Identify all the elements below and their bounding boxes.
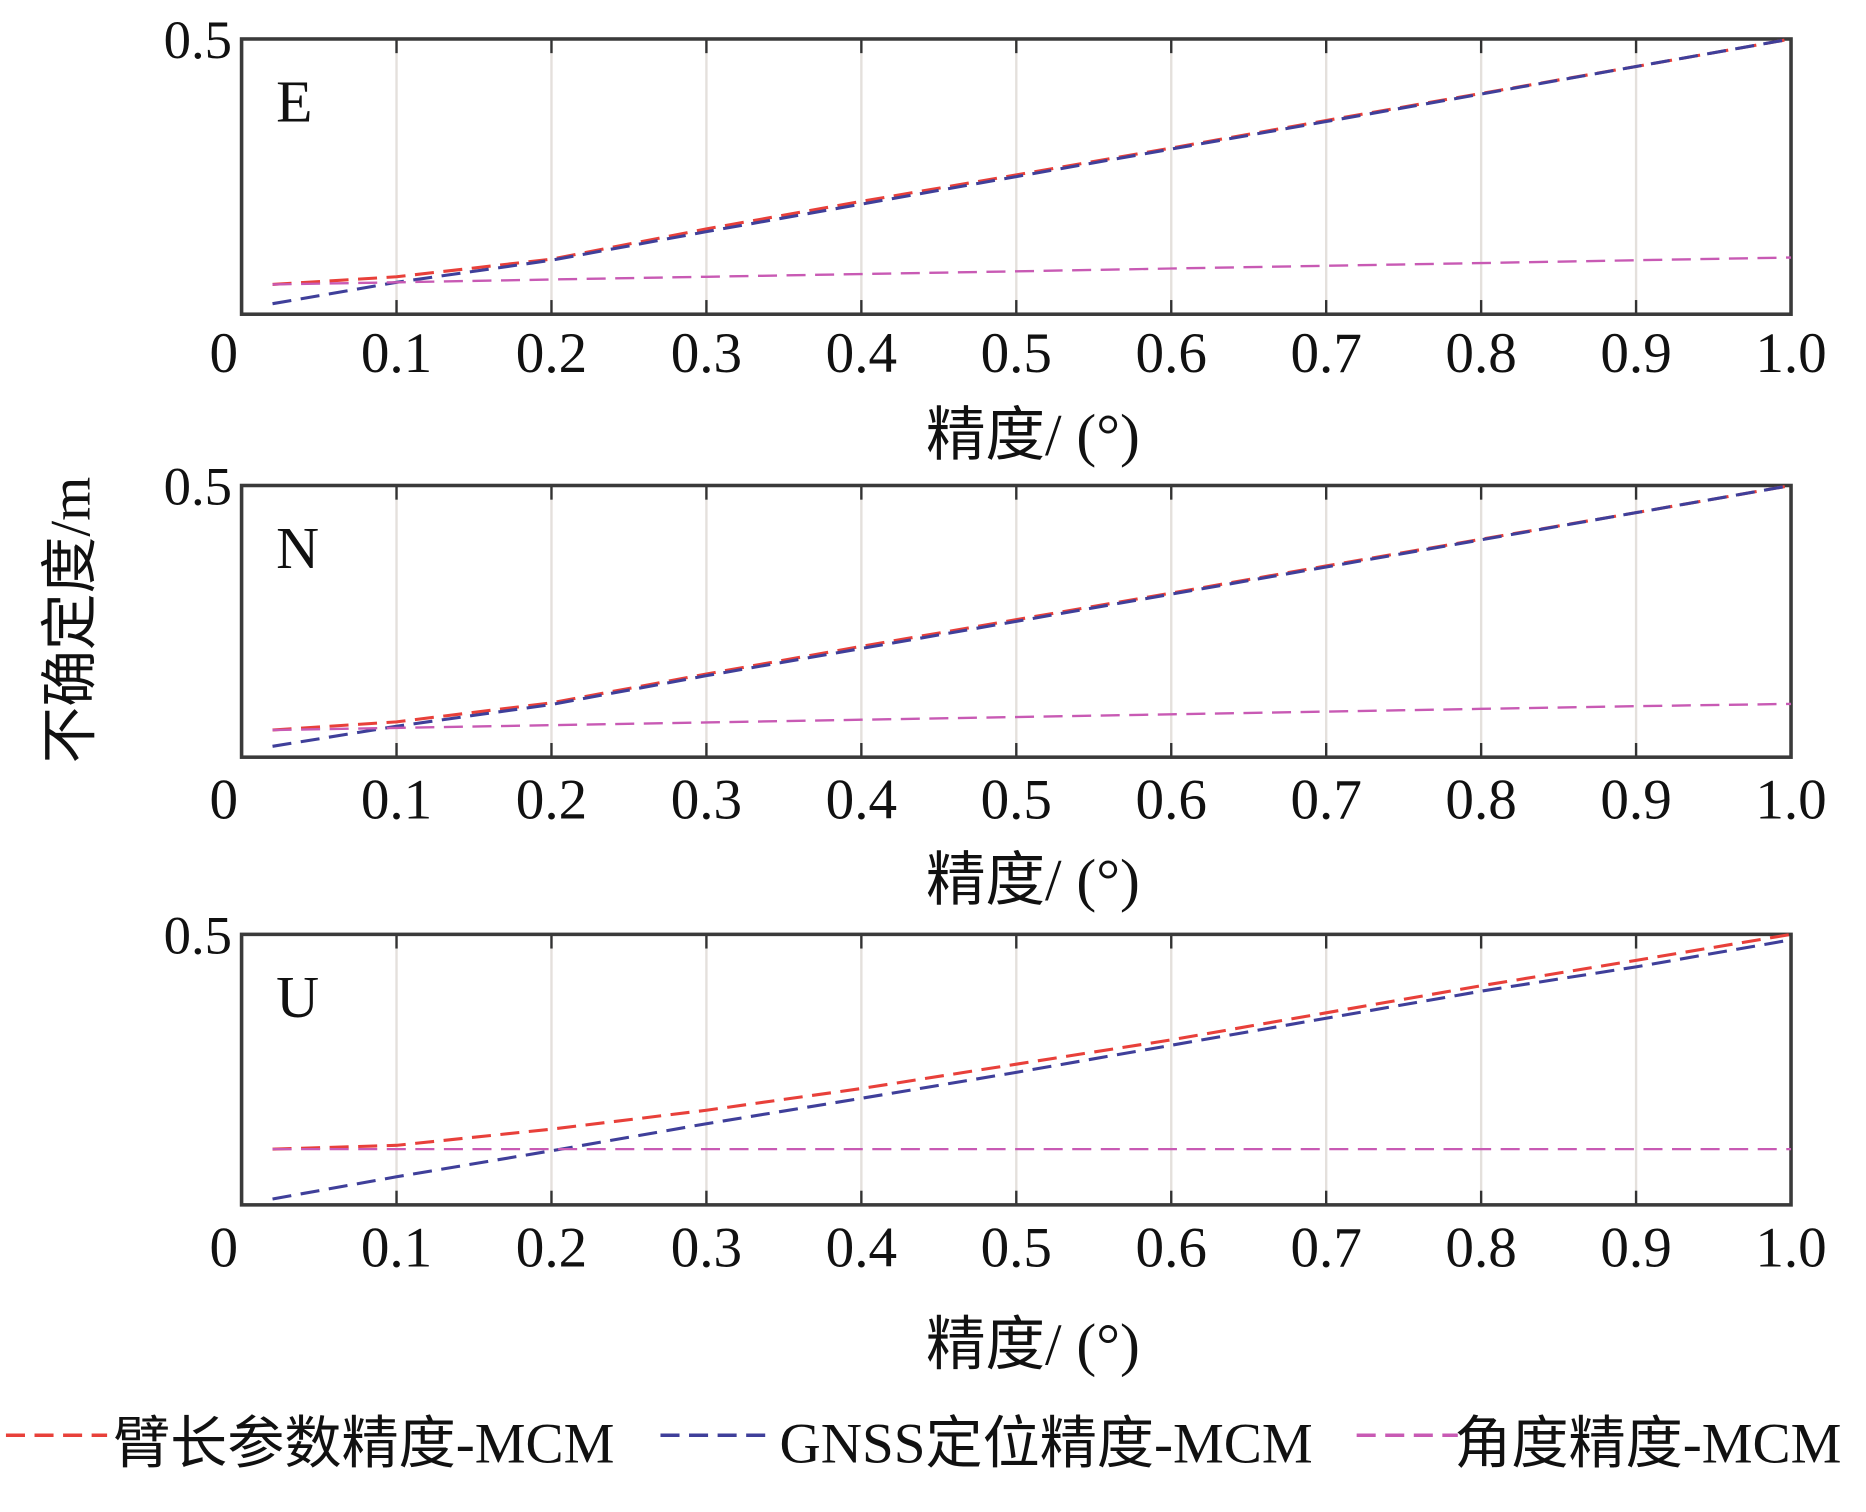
- x-tick-label: 0.3: [671, 769, 742, 832]
- x-tick-label: 0.8: [1445, 769, 1516, 832]
- series-line-2: [272, 483, 1792, 748]
- panel-label: N: [276, 515, 319, 581]
- x-tick-label: 0.4: [826, 1216, 897, 1279]
- x-tick-label: 0.2: [516, 1216, 587, 1279]
- x-tick-label: 0: [209, 769, 238, 832]
- x-tick-label: 0.9: [1600, 322, 1671, 385]
- x-tick-label: 0.7: [1290, 322, 1361, 385]
- x-tick-label: 0.2: [516, 769, 587, 832]
- x-tick-label: 0.2: [516, 322, 587, 385]
- series-line-1: [272, 483, 1792, 732]
- series-line-3: [272, 702, 1792, 732]
- plot-frame: [239, 932, 1793, 1207]
- x-axis-label: 精度/ (°): [926, 1312, 1140, 1378]
- x-tick-label: 0.9: [1600, 1216, 1671, 1279]
- x-tick-label: 0.3: [671, 1216, 742, 1279]
- x-tick-label: 0.1: [361, 1216, 432, 1279]
- panel-label: U: [276, 964, 319, 1030]
- x-tick-label: 0.6: [1136, 322, 1207, 385]
- legend-label: 角度精度-MCM: [1454, 1413, 1841, 1476]
- x-tick-label: 0.7: [1290, 769, 1361, 832]
- x-tick-label: 0.6: [1136, 769, 1207, 832]
- plot-frame: [239, 483, 1793, 759]
- x-tick-label: 1.0: [1755, 769, 1826, 832]
- x-tick-label: 0.6: [1136, 1216, 1207, 1279]
- x-tick-label: 0.5: [981, 769, 1052, 832]
- series-line-3: [272, 256, 1792, 286]
- x-tick-label: 0.3: [671, 322, 742, 385]
- x-tick-label: 0.8: [1445, 322, 1516, 385]
- y-tick-label: 0.5: [164, 456, 232, 517]
- x-tick-label: 0: [209, 1216, 238, 1279]
- x-tick-label: 0: [209, 322, 238, 385]
- x-axis-label: 精度/ (°): [926, 402, 1140, 468]
- plot-frame: [239, 37, 1793, 316]
- panel-label: E: [276, 69, 312, 135]
- y-tick-label: 0.5: [164, 9, 232, 70]
- x-tick-label: 1.0: [1755, 1216, 1826, 1279]
- y-axis-label: 不确定度/m: [39, 477, 102, 764]
- x-tick-label: 0.1: [361, 769, 432, 832]
- x-tick-label: 0.8: [1445, 1216, 1516, 1279]
- x-tick-label: 0.1: [361, 322, 432, 385]
- x-tick-label: 0.9: [1600, 769, 1671, 832]
- legend-label: GNSS定位精度-MCM: [779, 1413, 1312, 1476]
- x-tick-label: 0.4: [826, 769, 897, 832]
- y-tick-label: 0.5: [164, 904, 232, 965]
- series-line-2: [272, 938, 1792, 1201]
- x-tick-label: 0.4: [826, 322, 897, 385]
- series-line-2: [272, 37, 1792, 306]
- x-tick-label: 1.0: [1755, 322, 1826, 385]
- legend-label: 臂长参数精度-MCM: [113, 1413, 614, 1476]
- series-line-1: [272, 37, 1792, 286]
- x-axis-label: 精度/ (°): [926, 847, 1140, 913]
- series-line-1: [272, 932, 1792, 1151]
- x-tick-label: 0.5: [981, 1216, 1052, 1279]
- x-tick-label: 0.5: [981, 322, 1052, 385]
- x-tick-label: 0.7: [1290, 1216, 1361, 1279]
